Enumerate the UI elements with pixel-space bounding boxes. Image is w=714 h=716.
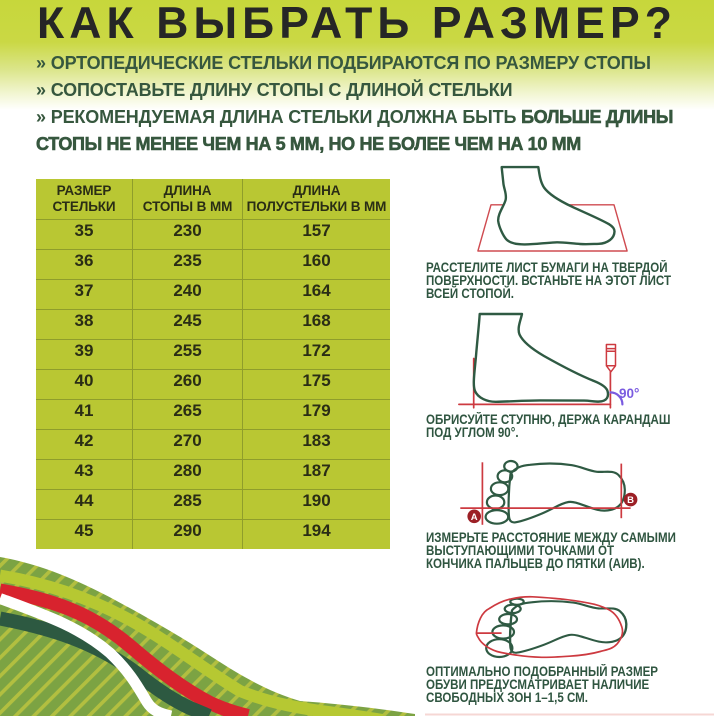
svg-text:В: В [627,495,634,506]
svg-text:90°: 90° [619,386,639,401]
svg-text:A: A [471,512,478,523]
